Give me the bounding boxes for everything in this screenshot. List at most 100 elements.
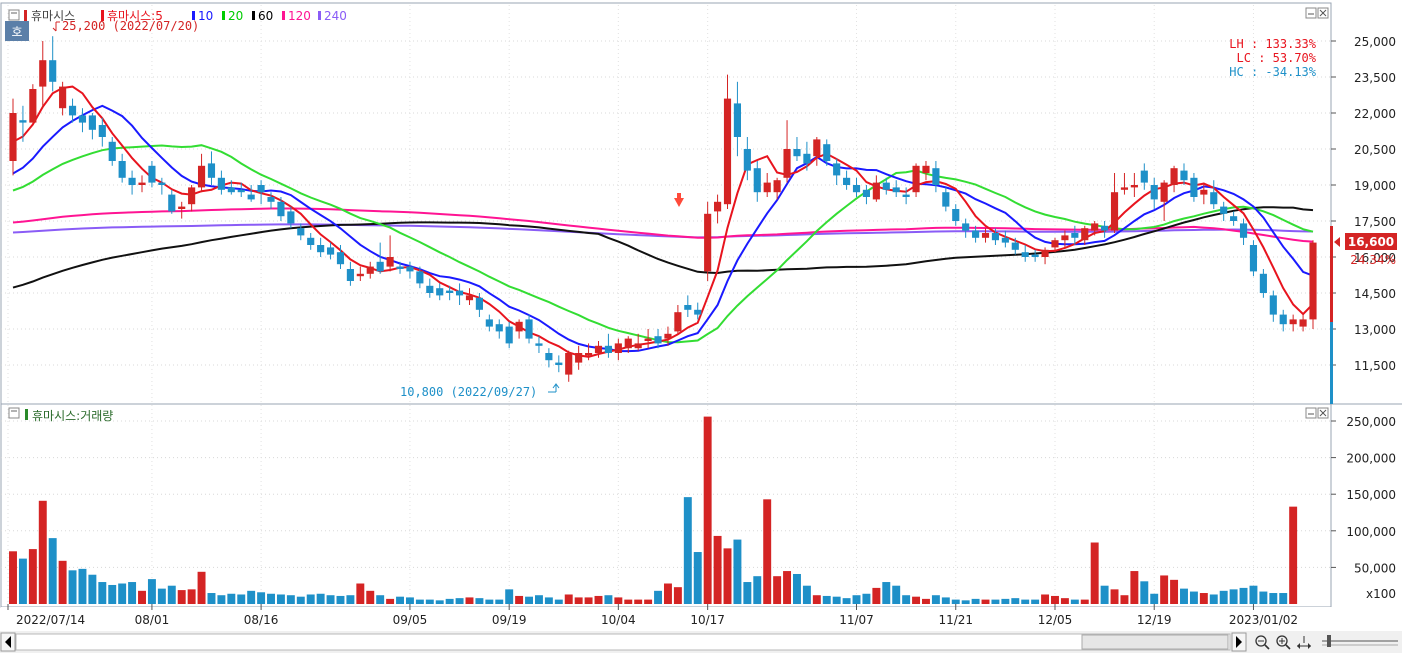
zoom-slider[interactable] xyxy=(1322,635,1398,647)
volume-bar xyxy=(455,598,464,604)
candle-body xyxy=(267,197,275,202)
legend-ma120-label[interactable]: 120 xyxy=(288,9,311,23)
volume-bar xyxy=(247,590,256,604)
candle-body xyxy=(1220,206,1228,214)
volume-bar xyxy=(673,587,682,604)
volume-bar xyxy=(326,595,335,604)
candle-body xyxy=(118,161,126,178)
volume-bar xyxy=(1031,599,1040,604)
horizontal-scrollbar-track[interactable] xyxy=(15,633,1231,651)
volume-bar xyxy=(88,574,97,604)
volume-bar xyxy=(257,592,266,604)
candle-body xyxy=(138,182,146,185)
legend-toggle-box[interactable] xyxy=(8,9,20,21)
volume-bar xyxy=(763,499,772,604)
range-stats: LH : 133.33% LC : 53.70% HC : -34.13% xyxy=(1229,37,1316,79)
candle-body xyxy=(1289,319,1297,325)
candle-body xyxy=(386,257,394,267)
volume-bar xyxy=(663,583,672,604)
candle-body xyxy=(108,141,116,161)
volume-panel-minimize-button[interactable] xyxy=(1305,407,1317,419)
volume-legend-label[interactable]: 휴마시스:거래량 xyxy=(32,409,113,423)
legend-ma5-swatch xyxy=(101,10,104,21)
zoom-in-button[interactable] xyxy=(1276,635,1291,650)
candle-body xyxy=(654,336,662,344)
volume-bar xyxy=(366,590,375,604)
candle-body xyxy=(1249,245,1258,272)
volume-bar xyxy=(683,497,692,604)
volume-bar xyxy=(1110,589,1119,604)
candle-body xyxy=(98,125,106,137)
ma5-line xyxy=(12,85,1314,358)
legend-ma20-label[interactable]: 20 xyxy=(228,9,243,23)
bottom-toolbar xyxy=(0,631,1402,653)
volume-tick-label: 150,000 xyxy=(1346,488,1396,502)
volume-bar xyxy=(862,593,871,604)
zoom-out-button[interactable] xyxy=(1255,635,1270,650)
volume-bar xyxy=(743,582,752,604)
high-annotation-text: 25,200 (2022/07/20) xyxy=(62,19,199,33)
candle-body xyxy=(1041,249,1049,257)
candle-body xyxy=(158,182,166,185)
legend-ma60-label[interactable]: 60 xyxy=(258,9,273,23)
volume-bar xyxy=(78,568,87,604)
volume-bar xyxy=(38,500,47,604)
volume-bar xyxy=(634,599,643,604)
legend-stock-label[interactable]: 휴마시스 xyxy=(31,9,75,23)
volume-bar xyxy=(872,587,881,604)
horizontal-scrollbar-thumb[interactable] xyxy=(1081,634,1229,650)
candle-body xyxy=(694,309,702,315)
volume-bar xyxy=(574,597,583,604)
volume-bar xyxy=(336,595,345,604)
candlesticks xyxy=(9,36,1317,382)
volume-bar xyxy=(693,552,702,604)
volume-bar xyxy=(276,594,285,604)
volume-bar xyxy=(1041,594,1050,604)
legend-ma10-label[interactable]: 10 xyxy=(198,9,213,23)
price-tick-label: 11,500 xyxy=(1354,359,1396,373)
candle-body xyxy=(1101,225,1109,231)
candle-body xyxy=(545,353,553,361)
candle-body xyxy=(1150,185,1158,200)
candle-body xyxy=(1061,235,1069,241)
candle-body xyxy=(972,230,980,238)
candle-body xyxy=(803,153,811,164)
candle-body xyxy=(565,353,573,375)
zoom-slider-handle[interactable] xyxy=(1327,635,1331,647)
volume-bar xyxy=(783,571,792,604)
volume-bar xyxy=(495,599,504,604)
candle-body xyxy=(714,201,722,212)
volume-bar xyxy=(713,535,722,604)
volume-bar xyxy=(128,582,137,604)
price-tick-label: 22,000 xyxy=(1354,107,1396,121)
candle-body xyxy=(932,168,940,185)
candle-body xyxy=(1210,192,1218,205)
low-annotation: 10,800 (2022/09/27) xyxy=(400,383,560,399)
candle-body xyxy=(1259,273,1267,293)
candle-body xyxy=(664,333,672,339)
candle-body xyxy=(307,237,315,245)
volume-bar xyxy=(1170,579,1179,604)
candle-body xyxy=(416,271,424,284)
candle-body xyxy=(1031,254,1039,257)
candle-body xyxy=(1200,189,1208,195)
candle-body xyxy=(495,324,503,332)
volume-bar xyxy=(525,596,533,604)
quote-badge[interactable] xyxy=(5,21,29,41)
candle-body xyxy=(128,177,136,185)
volume-legend-toggle[interactable] xyxy=(8,407,20,419)
volume-bar xyxy=(852,595,861,604)
volume-bar xyxy=(644,599,653,604)
current-price-value: 16,600 xyxy=(1348,235,1394,249)
date-label: 10/04 xyxy=(601,613,636,627)
candle-body xyxy=(1021,252,1029,257)
price-panel-minimize-button[interactable] xyxy=(1305,7,1317,19)
candle-body xyxy=(168,194,176,212)
volume-bar xyxy=(723,548,732,604)
legend-ma5-label[interactable]: 휴마시스:5 xyxy=(107,9,163,23)
candle-body xyxy=(436,288,444,296)
legend-ma240-label[interactable]: 240 xyxy=(324,9,347,23)
price-tick-label: 25,000 xyxy=(1354,35,1396,49)
candle-body xyxy=(1091,223,1099,231)
fit-width-button[interactable] xyxy=(1297,636,1311,649)
